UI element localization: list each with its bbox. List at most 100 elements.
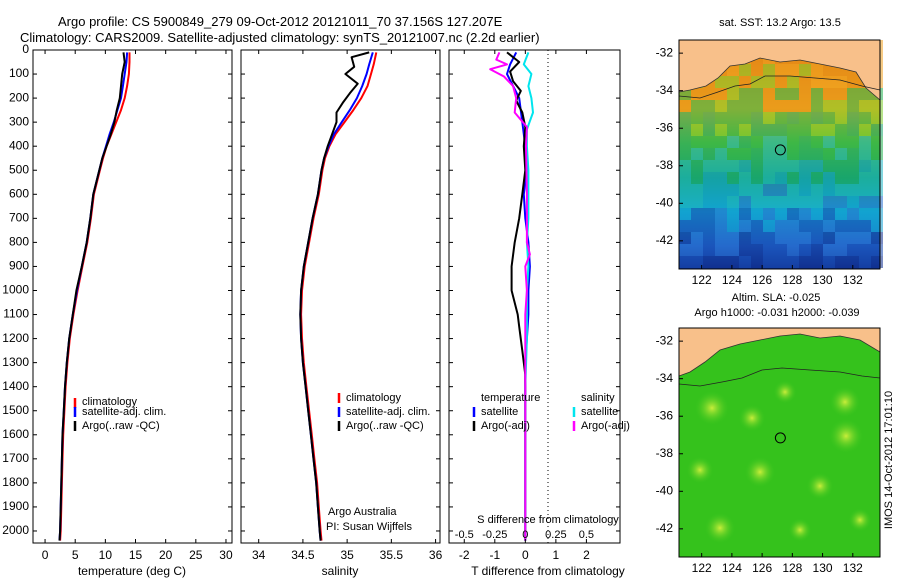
sst-cell (739, 184, 751, 196)
sst-cell (691, 208, 703, 220)
sst-cell (715, 112, 727, 124)
sst-cell (751, 256, 763, 268)
sst-cell (799, 244, 811, 256)
sst-cell (691, 172, 703, 184)
salinity-plot-frame (240, 49, 441, 544)
map-x-tick-label: 132 (843, 273, 863, 287)
map-x-tick-label: 128 (782, 273, 802, 287)
sst-cell (763, 124, 775, 136)
sst-cell (727, 76, 739, 88)
sst-cell (679, 196, 691, 208)
sst-cell (847, 184, 859, 196)
sst-cell (775, 172, 787, 184)
sst-cell (751, 196, 763, 208)
sst-cell (787, 88, 799, 100)
map-y-tick-label: -42 (656, 233, 674, 247)
sst-cell (715, 124, 727, 136)
sst-cell (763, 256, 775, 268)
sst-cell (859, 88, 871, 100)
pi-annotation: PI: Susan Wijffels (326, 521, 412, 533)
sst-cell (679, 220, 691, 232)
series-line-argo-raw-qc (58, 52, 126, 541)
sst-cell (847, 208, 859, 220)
sst-cell (847, 88, 859, 100)
y-tick-label: 1000 (2, 283, 29, 297)
sst-cell (703, 100, 715, 112)
sst-cell (859, 112, 871, 124)
y-tick-label: 900 (9, 259, 29, 273)
sst-cell (763, 244, 775, 256)
map-y-tick-label: -36 (656, 408, 674, 422)
y-tick-label: 400 (9, 138, 29, 152)
sst-cell (751, 208, 763, 220)
map-y-tick-label: -32 (656, 45, 674, 59)
sst-cell (691, 124, 703, 136)
sst-cell (811, 208, 823, 220)
y-tick-label: 1800 (2, 475, 29, 489)
sst-cell (847, 148, 859, 160)
sst-cell (787, 160, 799, 172)
temperature-legend: climatology satellite-adj. clim. Argo(..… (73, 396, 166, 432)
sst-cell (859, 256, 871, 268)
sst-cell (835, 112, 847, 124)
sla-anomaly-blob (694, 390, 730, 426)
x-tick-label: 2 (583, 548, 590, 562)
x-tick-label: -1 (489, 548, 500, 562)
sst-cell (811, 220, 823, 232)
temperature-panel: 0 5 10 15 20 25 300100200300400500600700800900… (2, 42, 233, 578)
sst-cell (679, 100, 691, 112)
sst-cell (775, 208, 787, 220)
sst-cell (751, 160, 763, 172)
sst-cell (799, 208, 811, 220)
sst-cell (859, 136, 871, 148)
bathymetry-contour (678, 367, 881, 387)
sst-cell (811, 112, 823, 124)
sst-cell (823, 136, 835, 148)
x-tick-label: 35 (340, 548, 354, 562)
y-tick-label: 2000 (2, 523, 29, 537)
imos-timestamp-label: IMOS 14-Oct-2012 17:01:10 (883, 391, 895, 529)
sst-cell (859, 208, 871, 220)
sst-cell (859, 100, 871, 112)
sst-cell (727, 244, 739, 256)
s-tick-label: 0.5 (579, 529, 594, 541)
sla-map-panel: Altim. SLA: -0.025 Argo h1000: -0.031 h2… (656, 292, 895, 575)
sst-cell (763, 76, 775, 88)
land-mass (679, 40, 880, 100)
sst-cell (787, 184, 799, 196)
sst-cell (871, 184, 883, 196)
y-tick-label: 800 (9, 235, 29, 249)
sst-cell (787, 232, 799, 244)
difference-plot-frame (448, 49, 621, 544)
sst-cell (727, 196, 739, 208)
sst-cell (703, 148, 715, 160)
sst-cell (775, 220, 787, 232)
sst-cell (727, 148, 739, 160)
sst-cell (763, 196, 775, 208)
sst-cell (751, 172, 763, 184)
legend-label-satellite-adj: satellite-adj. clim. (346, 406, 430, 418)
sst-cell (763, 208, 775, 220)
sst-cell (847, 100, 859, 112)
map-x-tick-label: 126 (752, 273, 772, 287)
x-tick-label: 35.5 (380, 548, 404, 562)
sst-cell (715, 76, 727, 88)
sst-cell (823, 112, 835, 124)
sst-cell (823, 160, 835, 172)
sst-cell (787, 100, 799, 112)
y-tick-label: 200 (9, 90, 29, 104)
sst-cell (811, 64, 823, 76)
y-tick-label: 1500 (2, 403, 29, 417)
sst-cell (763, 220, 775, 232)
sst-cell (775, 88, 787, 100)
sst-cell (823, 64, 835, 76)
sst-cell (835, 220, 847, 232)
sst-cell (679, 136, 691, 148)
sst-cell (847, 196, 859, 208)
map-y-tick-label: -40 (656, 195, 674, 209)
y-tick-label: 1200 (2, 331, 29, 345)
sst-cell (859, 244, 871, 256)
sst-cell (775, 64, 787, 76)
sst-cell (835, 196, 847, 208)
sst-cell (811, 256, 823, 268)
